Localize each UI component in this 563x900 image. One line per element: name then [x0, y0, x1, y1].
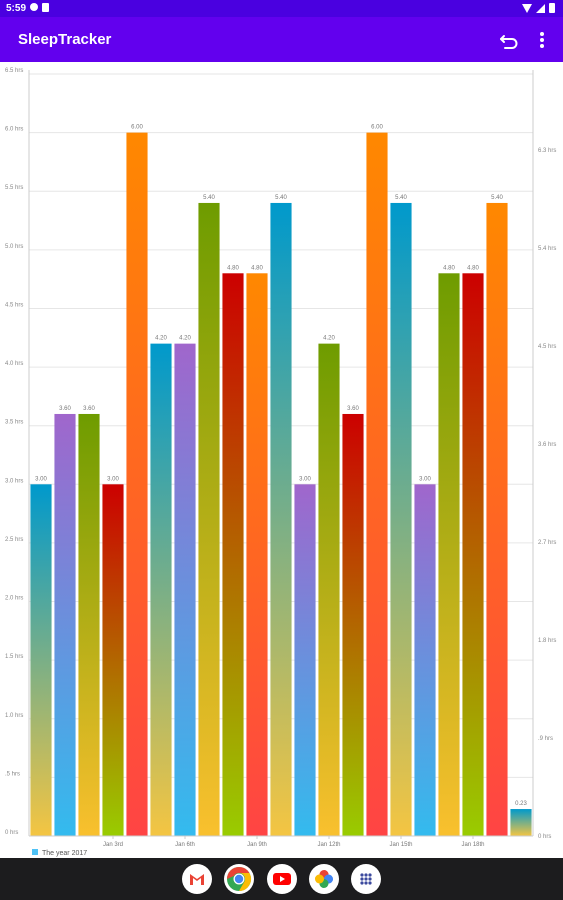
signal-icon: [536, 3, 545, 13]
y-right-tick-label: 1.8 hrs: [538, 638, 556, 644]
y-left-tick-label: 5.5 hrs: [5, 185, 23, 191]
more-options-button[interactable]: [530, 27, 554, 53]
bar-value-label: 0.23: [515, 801, 527, 807]
chart-bar[interactable]: [174, 343, 196, 836]
x-tick-label: Jan 3rd: [103, 842, 123, 848]
chart-bar[interactable]: [462, 273, 484, 836]
undo-button[interactable]: [496, 27, 522, 53]
chart-bar[interactable]: [102, 484, 124, 836]
wifi-icon: [522, 3, 532, 13]
chart-bar[interactable]: [54, 413, 76, 836]
y-right-tick-label: .9 hrs: [538, 736, 553, 742]
y-left-tick-label: 0 hrs: [5, 830, 18, 836]
navigation-bar: [0, 858, 563, 900]
x-tick-label: Jan 15th: [389, 842, 412, 848]
y-left-tick-label: 1.0 hrs: [5, 713, 23, 719]
y-left-tick-label: 1.5 hrs: [5, 654, 23, 660]
y-right-tick-label: 6.3 hrs: [538, 148, 556, 154]
chart-bar[interactable]: [390, 202, 412, 836]
photos-icon: [315, 870, 333, 888]
y-left-tick-label: 3.5 hrs: [5, 420, 23, 426]
y-left-tick-label: .5 hrs: [5, 771, 20, 777]
bar-value-label: 5.40: [275, 195, 287, 201]
y-left-tick-label: 6.5 hrs: [5, 68, 23, 74]
chart-bar[interactable]: [78, 413, 100, 836]
bar-value-label: 6.00: [371, 125, 383, 131]
bar-value-label: 3.00: [299, 476, 311, 482]
chart-bar[interactable]: [30, 484, 52, 836]
status-bar: 5:59: [0, 0, 563, 17]
y-left-tick-label: 4.0 hrs: [5, 361, 23, 367]
chrome-icon: [227, 867, 252, 891]
undo-icon: [500, 35, 518, 49]
bar-value-label: 4.80: [227, 265, 239, 271]
chart-bar[interactable]: [246, 273, 268, 836]
y-right-tick-label: 5.4 hrs: [538, 246, 556, 252]
bar-value-label: 3.60: [347, 406, 359, 412]
bar-value-label: 4.80: [467, 265, 479, 271]
settings-icon: [30, 3, 38, 11]
chart-bar[interactable]: [438, 273, 460, 836]
y-right-tick-label: 2.7 hrs: [538, 540, 556, 546]
sim-card-icon: [42, 3, 49, 12]
y-left-tick-label: 4.5 hrs: [5, 302, 23, 308]
y-right-tick-label: 3.6 hrs: [538, 442, 556, 448]
x-tick-label: Jan 6th: [175, 842, 195, 848]
bar-value-label: 3.00: [107, 476, 119, 482]
youtube-app[interactable]: [267, 864, 297, 894]
app-drawer-icon: [360, 873, 372, 885]
chart-bar[interactable]: [294, 484, 316, 836]
x-tick-label: Jan 9th: [247, 842, 267, 848]
battery-icon: [549, 3, 555, 13]
chart-bar[interactable]: [342, 413, 364, 836]
chart-bar[interactable]: [270, 202, 292, 836]
chart-bar[interactable]: [486, 202, 508, 836]
bar-value-label: 5.40: [491, 195, 503, 201]
bar-value-label: 4.20: [179, 336, 191, 342]
bar-value-label: 3.60: [59, 406, 71, 412]
bar-value-label: 3.60: [83, 406, 95, 412]
app-drawer[interactable]: [351, 864, 381, 894]
y-left-tick-label: 2.0 hrs: [5, 596, 23, 602]
bar-value-label: 6.00: [131, 125, 143, 131]
bar-value-label: 5.40: [203, 195, 215, 201]
x-tick-label: Jan 12th: [317, 842, 340, 848]
legend-label: The year 2017: [42, 850, 87, 857]
youtube-icon: [273, 873, 291, 885]
legend-swatch: [32, 849, 38, 855]
bar-value-label: 4.20: [155, 336, 167, 342]
chart-bar[interactable]: [198, 202, 220, 836]
gmail-app[interactable]: [182, 864, 212, 894]
chart-bar[interactable]: [510, 809, 532, 836]
bar-value-label: 4.80: [251, 265, 263, 271]
chart-bar[interactable]: [222, 273, 244, 836]
bar-value-label: 3.00: [35, 476, 47, 482]
y-right-tick-label: 4.5 hrs: [538, 344, 556, 350]
app-title: SleepTracker: [18, 31, 112, 48]
chrome-app[interactable]: [224, 864, 254, 894]
x-tick-label: Jan 18th: [461, 842, 484, 848]
y-left-tick-label: 6.0 hrs: [5, 127, 23, 133]
status-time: 5:59: [6, 3, 27, 14]
bar-value-label: 4.80: [443, 265, 455, 271]
app-bar: SleepTracker: [0, 17, 563, 62]
bar-chart-svg: 3.00 3.60 3.60 3.00 6.00 4.20 4.20 5.40 4.80 4.80…: [5, 68, 556, 857]
chart-bar[interactable]: [414, 484, 436, 836]
chart-bar[interactable]: [318, 343, 340, 836]
y-left-tick-label: 5.0 hrs: [5, 244, 23, 250]
chart-bar[interactable]: [366, 132, 388, 836]
sleep-chart: 3.00 3.60 3.60 3.00 6.00 4.20 4.20 5.40 4.80 4.80…: [0, 62, 563, 858]
bar-value-label: 4.20: [323, 336, 335, 342]
chart-bar[interactable]: [126, 132, 148, 836]
y-right-tick-label: 0 hrs: [538, 834, 551, 840]
y-left-tick-label: 2.5 hrs: [5, 537, 23, 543]
gmail-icon: [190, 874, 204, 885]
y-left-tick-label: 3.0 hrs: [5, 478, 23, 484]
photos-app[interactable]: [309, 864, 339, 894]
chart-bar[interactable]: [150, 343, 172, 836]
more-vert-icon: [540, 32, 544, 48]
bar-value-label: 3.00: [419, 476, 431, 482]
bar-value-label: 5.40: [395, 195, 407, 201]
